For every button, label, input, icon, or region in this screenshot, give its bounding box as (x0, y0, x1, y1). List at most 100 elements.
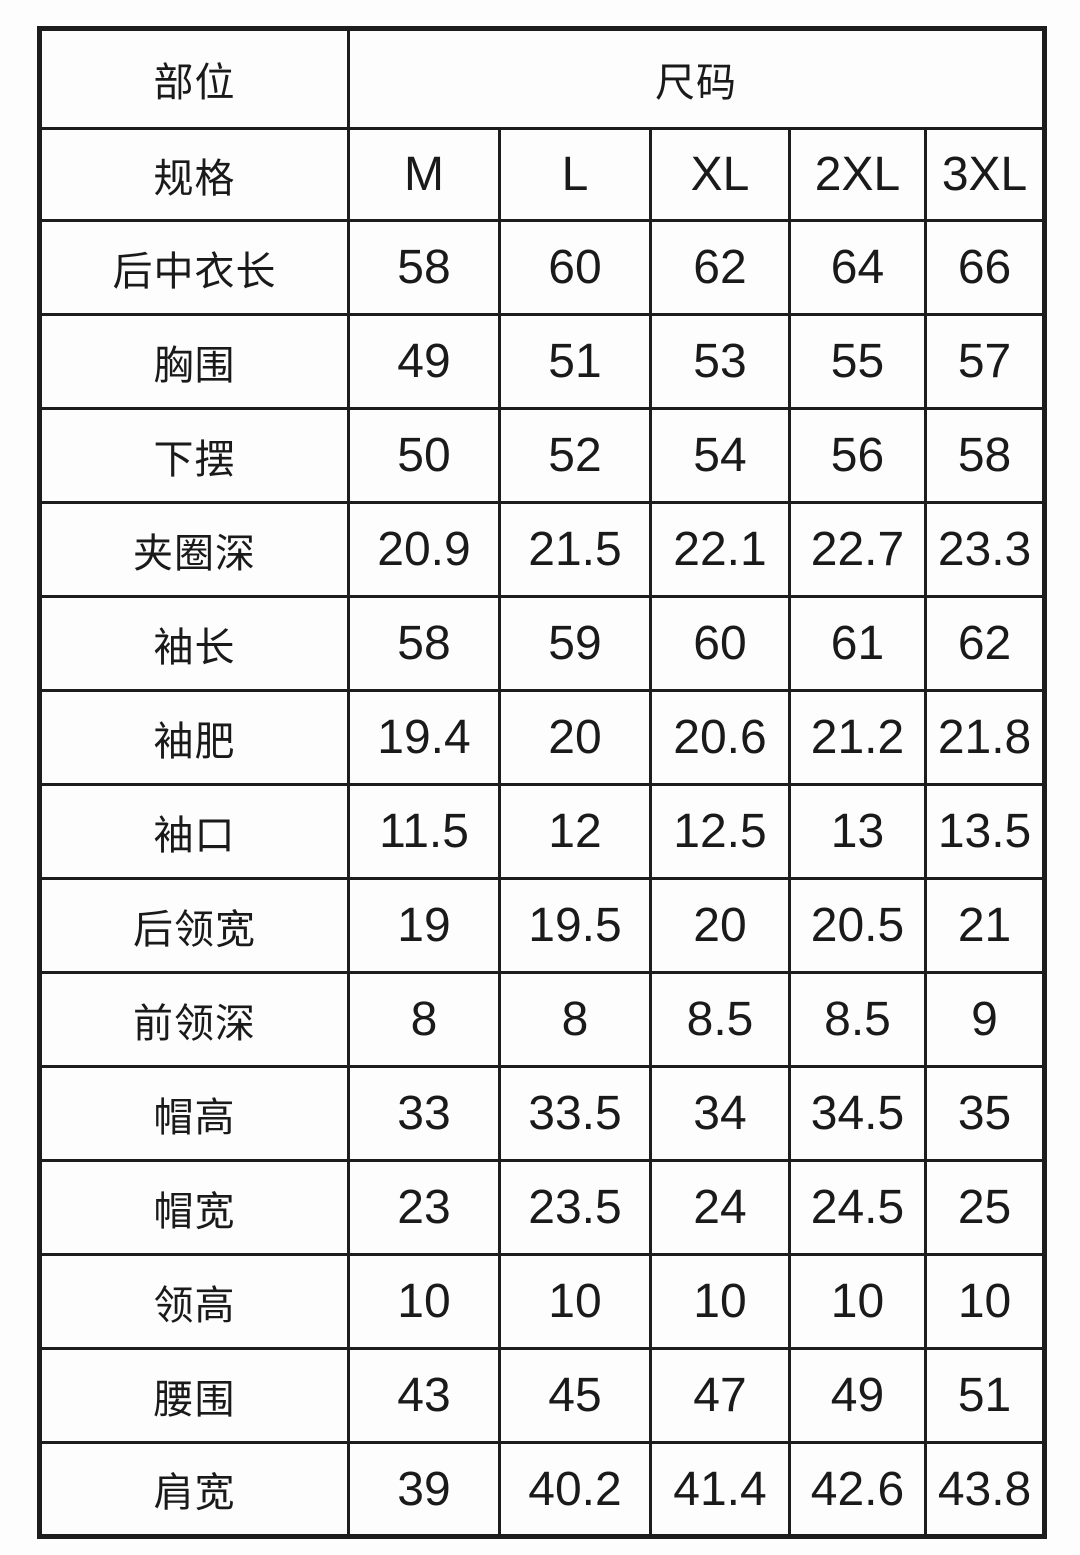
measurement-value-cell: 13 (788, 783, 927, 880)
measurement-label-cell: 下摆 (38, 407, 350, 504)
measurement-value-cell: 61 (788, 595, 927, 692)
measurement-value-cell: 55 (788, 313, 927, 410)
measurement-value-cell: 35 (923, 1065, 1047, 1162)
measurement-value-cell: 10 (498, 1253, 652, 1350)
measurement-value-cell: 45 (498, 1347, 652, 1444)
measurement-value-cell: 60 (649, 595, 791, 692)
measurement-row: 袖口 11.5 12 12.5 13 13.5 (38, 783, 1047, 880)
measurement-label-cell: 帽高 (38, 1065, 350, 1162)
measurement-row: 下摆 50 52 54 56 58 (38, 407, 1047, 504)
measurement-value-cell: 33.5 (498, 1065, 652, 1162)
header-row: 部位 尺码 (38, 27, 1047, 130)
measurement-value-cell: 20.9 (347, 501, 501, 598)
measurement-value-cell: 13.5 (923, 783, 1047, 880)
measurement-row: 袖肥 19.4 20 20.6 21.2 21.8 (38, 689, 1047, 786)
measurement-label-cell: 前领深 (38, 971, 350, 1068)
measurement-value-cell: 39 (347, 1441, 501, 1538)
measurement-value-cell: 43 (347, 1347, 501, 1444)
measurement-value-cell: 21.2 (788, 689, 927, 786)
measurement-value-cell: 49 (788, 1347, 927, 1444)
measurement-value-cell: 59 (498, 595, 652, 692)
measurement-label-cell: 领高 (38, 1253, 350, 1350)
measurement-label-cell: 胸围 (38, 313, 350, 410)
measurement-value-cell: 62 (649, 219, 791, 316)
measurement-value-cell: 49 (347, 313, 501, 410)
measurement-value-cell: 34.5 (788, 1065, 927, 1162)
measurement-value-cell: 56 (788, 407, 927, 504)
measurement-value-cell: 12.5 (649, 783, 791, 880)
measurement-row: 帽高 33 33.5 34 34.5 35 (38, 1065, 1047, 1162)
measurement-value-cell: 51 (923, 1347, 1047, 1444)
measurement-value-cell: 9 (923, 971, 1047, 1068)
measurement-row: 帽宽 23 23.5 24 24.5 25 (38, 1159, 1047, 1256)
measurement-value-cell: 34 (649, 1065, 791, 1162)
measurement-value-cell: 64 (788, 219, 927, 316)
measurement-value-cell: 23.5 (498, 1159, 652, 1256)
size-column-header-m: M (347, 127, 501, 222)
measurement-value-cell: 20.6 (649, 689, 791, 786)
measurement-value-cell: 66 (923, 219, 1047, 316)
measurement-value-cell: 19.5 (498, 877, 652, 974)
measurement-value-cell: 42.6 (788, 1441, 927, 1538)
measurement-value-cell: 21.8 (923, 689, 1047, 786)
size-chart-table: 部位 尺码 规格 M L XL 2XL 3XL 后中衣长 58 60 62 64… (37, 26, 1048, 1539)
measurement-value-cell: 24.5 (788, 1159, 927, 1256)
measurement-row: 前领深 8 8 8.5 8.5 9 (38, 971, 1047, 1068)
size-group-header-cell: 尺码 (346, 27, 1047, 130)
size-chart: 部位 尺码 规格 M L XL 2XL 3XL 后中衣长 58 60 62 64… (37, 26, 1048, 1539)
measurement-row: 腰围 43 45 47 49 51 (38, 1347, 1047, 1444)
measurement-label-cell: 肩宽 (38, 1441, 350, 1538)
measurement-label-cell: 腰围 (38, 1347, 350, 1444)
measurement-value-cell: 40.2 (498, 1441, 652, 1538)
measurement-value-cell: 10 (788, 1253, 927, 1350)
measurement-value-cell: 33 (347, 1065, 501, 1162)
measurement-value-cell: 10 (649, 1253, 791, 1350)
measurement-value-cell: 41.4 (649, 1441, 791, 1538)
measurement-value-cell: 58 (347, 219, 501, 316)
measurement-value-cell: 20.5 (788, 877, 927, 974)
measurement-value-cell: 51 (498, 313, 652, 410)
measurement-value-cell: 22.1 (649, 501, 791, 598)
measurement-value-cell: 58 (923, 407, 1047, 504)
measurement-value-cell: 54 (649, 407, 791, 504)
measurement-value-cell: 57 (923, 313, 1047, 410)
measurement-value-cell: 10 (347, 1253, 501, 1350)
spec-row: 规格 M L XL 2XL 3XL (38, 127, 1047, 222)
measurement-row: 胸围 49 51 53 55 57 (38, 313, 1047, 410)
measurement-value-cell: 21 (923, 877, 1047, 974)
measurement-value-cell: 8 (347, 971, 501, 1068)
measurement-value-cell: 8.5 (649, 971, 791, 1068)
measurement-row: 肩宽 39 40.2 41.4 42.6 43.8 (38, 1441, 1047, 1538)
measurement-value-cell: 19 (347, 877, 501, 974)
measurement-label-cell: 袖肥 (38, 689, 350, 786)
size-column-header-l: L (498, 127, 652, 222)
measurement-value-cell: 24 (649, 1159, 791, 1256)
measurement-value-cell: 47 (649, 1347, 791, 1444)
measurement-row: 后领宽 19 19.5 20 20.5 21 (38, 877, 1047, 974)
measurement-value-cell: 60 (498, 219, 652, 316)
measurement-value-cell: 8.5 (788, 971, 927, 1068)
measurement-value-cell: 20 (498, 689, 652, 786)
measurement-value-cell: 10 (923, 1253, 1047, 1350)
measurement-row: 夹圈深 20.9 21.5 22.1 22.7 23.3 (38, 501, 1047, 598)
measurement-value-cell: 25 (923, 1159, 1047, 1256)
size-column-header-xl: XL (649, 127, 791, 222)
measurement-value-cell: 62 (923, 595, 1047, 692)
measurement-value-cell: 23 (347, 1159, 501, 1256)
measurement-value-cell: 43.8 (923, 1441, 1047, 1538)
measurement-label-cell: 袖口 (38, 783, 350, 880)
measurement-value-cell: 20 (649, 877, 791, 974)
measurement-value-cell: 58 (347, 595, 501, 692)
size-column-header-2xl: 2XL (788, 127, 927, 222)
measurement-value-cell: 50 (347, 407, 501, 504)
size-column-header-3xl: 3XL (923, 127, 1047, 222)
size-chart-body: 部位 尺码 规格 M L XL 2XL 3XL 后中衣长 58 60 62 64… (38, 27, 1047, 1538)
measurement-value-cell: 19.4 (347, 689, 501, 786)
measurement-value-cell: 8 (498, 971, 652, 1068)
measurement-label-cell: 后领宽 (38, 877, 350, 974)
measurement-label-cell: 夹圈深 (38, 501, 350, 598)
spec-header-cell: 规格 (38, 127, 350, 222)
measurement-value-cell: 23.3 (923, 501, 1047, 598)
corner-header-cell: 部位 (38, 27, 350, 130)
measurement-label-cell: 袖长 (38, 595, 350, 692)
